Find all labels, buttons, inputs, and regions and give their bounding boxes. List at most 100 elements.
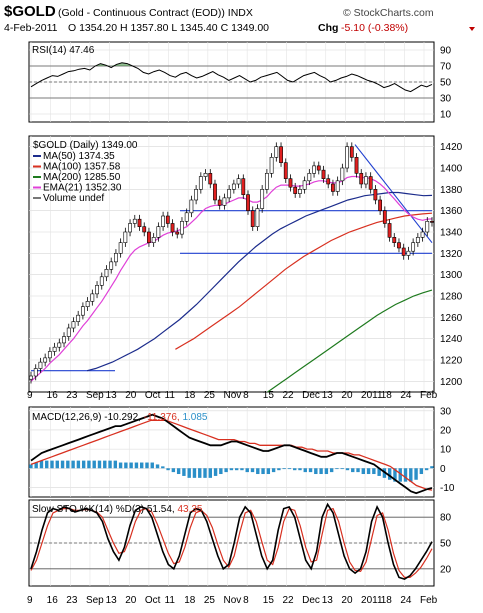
price-bar: [378, 195, 383, 215]
price-bar: [227, 185, 232, 203]
price-bar: [128, 219, 132, 237]
price-bar: [33, 364, 38, 381]
price-bar: [95, 281, 99, 299]
price-bar: [387, 219, 392, 242]
price-bar: [217, 195, 222, 210]
macd-histogram-bar: [319, 468, 323, 475]
macd-histogram-bar: [29, 464, 33, 469]
price-bar: [184, 208, 189, 226]
price-legend-item: EMA(21) 1352.30: [33, 183, 122, 194]
rsi-tick-label: 50: [440, 78, 452, 89]
change-value: -5.10 (-0.38%): [341, 22, 408, 34]
price-bar: [425, 217, 430, 237]
price-bar: [189, 195, 194, 218]
price-bar: [255, 204, 260, 231]
price-legend-item: MA(200) 1285.50: [33, 172, 121, 183]
x-tick-label: 11: [165, 390, 176, 401]
price-bar: [161, 211, 165, 231]
price-bar: [368, 172, 373, 194]
macd-panel-frame: [28, 406, 435, 498]
macd-histogram-bar: [60, 460, 65, 469]
price-tick-label: 1320: [440, 249, 463, 260]
macd-histogram-bar: [224, 468, 228, 473]
price-bar: [236, 174, 241, 189]
x-tick-label: 15: [263, 390, 275, 401]
price-bar: [29, 371, 33, 384]
price-tick-label: 1240: [440, 334, 463, 345]
price-bar: [246, 190, 250, 215]
x-tick-label: 15: [263, 595, 275, 606]
price-bar: [392, 233, 397, 247]
macd-histogram-bar: [398, 468, 402, 482]
brand-watermark: © StockCharts.com: [343, 7, 434, 19]
macd-histogram-bar: [393, 468, 397, 482]
x-tick-label: Nov: [224, 595, 242, 606]
macd-histogram-bar: [108, 460, 112, 469]
macd-histogram-bar: [345, 468, 350, 471]
price-bar: [406, 246, 411, 260]
macd-histogram-bar: [55, 460, 59, 469]
price-layer: [29, 142, 434, 393]
macd-histogram-bar: [271, 468, 276, 473]
macd-histogram-bar: [256, 468, 260, 475]
macd-signal-line: [30, 419, 433, 491]
price-bar: [90, 289, 95, 306]
price-tick-label: 1220: [440, 356, 463, 367]
chart-symbol: $GOLD: [4, 3, 56, 20]
price-bar: [222, 193, 227, 210]
price-bar: [137, 214, 142, 231]
macd-histogram-bar: [198, 468, 202, 478]
macd-histogram-bar: [298, 468, 302, 471]
macd-layer: [29, 413, 434, 495]
price-bar: [170, 219, 175, 237]
x-tick-label: 24: [400, 390, 412, 401]
price-legend-label: MA(200) 1285.50: [43, 172, 121, 183]
rsi-tick-label: 70: [440, 62, 452, 73]
macd-histogram-bar: [45, 460, 49, 469]
price-tick-label: 1280: [440, 292, 463, 303]
macd-legend: MACD(12,26,9) -10.292, -11.376, 1.085: [32, 412, 208, 423]
x-tick-label: 16: [47, 595, 59, 606]
price-bar: [335, 176, 340, 196]
macd-histogram-bar: [76, 460, 81, 469]
x-tick-label: 22: [282, 595, 294, 606]
x-tick-label: 2011: [361, 595, 383, 606]
price-tick-label: 1260: [440, 313, 463, 324]
macd-histogram-bar: [324, 468, 329, 475]
price-bar: [269, 153, 274, 178]
price-bar: [411, 238, 416, 256]
price-bar: [241, 174, 246, 199]
price-bar: [132, 214, 137, 228]
price-bar: [123, 227, 128, 247]
price-bar: [298, 185, 302, 198]
rsi-tick-label: 30: [440, 94, 452, 105]
price-tick-label: 1300: [440, 270, 463, 281]
macd-histogram-bar: [277, 468, 281, 471]
price-bar: [208, 169, 213, 189]
price-bar: [47, 347, 52, 363]
x-tick-label: 18: [381, 390, 393, 401]
macd-histogram-bar: [124, 462, 128, 469]
price-bar: [71, 317, 76, 333]
x-tick-label: 8: [243, 595, 249, 606]
price-bar: [326, 174, 331, 189]
macd-histogram-bar: [71, 460, 75, 469]
price-bar: [264, 169, 269, 194]
chart-description: (Gold - Continuous Contract (EOD)) INDX: [58, 7, 253, 19]
macd-histogram-bar: [103, 460, 107, 469]
macd-histogram-bar: [150, 462, 154, 469]
price-bar: [321, 165, 326, 183]
x-tick-label: Dec: [302, 595, 320, 606]
price-bar: [340, 163, 345, 186]
sto-k-line: [30, 502, 433, 580]
macd-histogram-bar: [145, 462, 149, 469]
macd-histogram-bar: [118, 462, 123, 469]
price-bar: [198, 172, 203, 194]
x-tick-label: Feb: [420, 390, 438, 401]
price-bar: [118, 238, 123, 258]
price-bar: [354, 153, 359, 178]
macd-histogram-bar: [155, 464, 160, 469]
x-tick-label: 25: [204, 390, 216, 401]
price-bar: [231, 179, 236, 194]
x-tick-label: 8: [243, 390, 249, 401]
